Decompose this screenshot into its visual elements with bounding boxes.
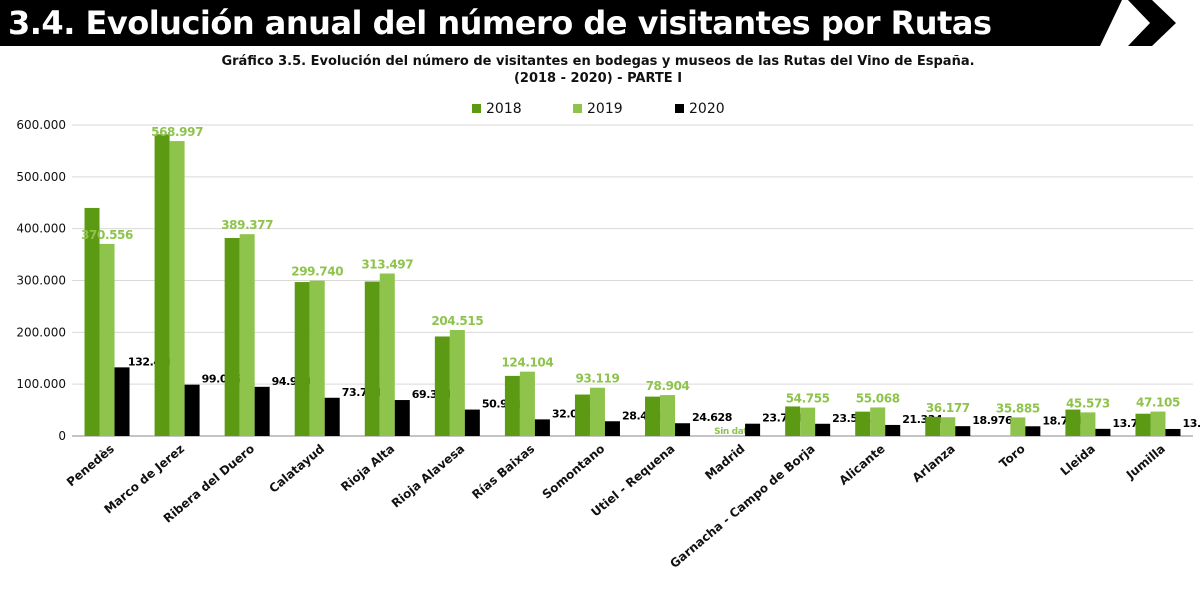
legend-swatch-2020 — [675, 104, 684, 113]
bar-2019 — [169, 141, 185, 436]
data-label-2019: 36.177 — [926, 401, 970, 415]
bar-2020 — [815, 423, 831, 436]
legend-label-2019: 2019 — [587, 101, 623, 117]
data-label-2019: 299.740 — [291, 265, 343, 279]
y-tick-label: 600.000 — [16, 118, 66, 132]
bar-2018 — [645, 396, 661, 436]
data-label-2019: 55.068 — [856, 391, 900, 405]
bar-2020 — [955, 426, 971, 436]
x-tick-label: Madrid — [702, 442, 747, 483]
data-label-2019: 78.904 — [646, 379, 690, 393]
bar-2020 — [534, 419, 550, 436]
bar-2019 — [870, 407, 886, 436]
data-label-2019: 389.377 — [221, 218, 273, 232]
data-label-2019: 54.755 — [786, 392, 830, 406]
chart-title-line2: (2018 - 2020) - PARTE I — [513, 71, 683, 86]
bar-2018 — [504, 375, 520, 436]
bar-2020 — [604, 421, 620, 436]
bar-2018 — [855, 411, 871, 436]
bar-2020 — [464, 409, 480, 436]
data-label-2019: 93.119 — [576, 372, 620, 386]
bar-2019 — [519, 371, 535, 436]
data-label-2020: 13.567 — [1182, 417, 1200, 430]
bar-2019 — [589, 387, 605, 436]
bar-2019 — [1010, 417, 1026, 436]
bar-2019 — [379, 273, 395, 436]
bar-2019 — [660, 395, 676, 436]
bar-2019 — [940, 417, 956, 436]
data-label-2019: 204.515 — [431, 314, 483, 328]
data-label-2019: 313.497 — [361, 258, 413, 272]
x-tick-label: Calatayud — [266, 442, 327, 496]
x-tick-label: Garnacha - Campo de Borja — [667, 442, 817, 571]
banner-shape — [0, 0, 1176, 46]
x-tick-label: Somontano — [540, 442, 608, 502]
bar-2018 — [224, 237, 240, 436]
legend-label-2018: 2018 — [486, 101, 522, 117]
x-tick-label: Lleida — [1058, 442, 1098, 479]
bar-2018 — [84, 207, 100, 436]
bar-2018 — [925, 416, 941, 436]
data-label-2019: 124.104 — [501, 356, 553, 370]
y-tick-label: 400.000 — [16, 222, 66, 236]
y-tick-label: 0 — [58, 429, 66, 443]
y-tick-label: 300.000 — [16, 274, 66, 288]
section-banner: 3.4. Evolución anual del número de visit… — [0, 0, 1200, 46]
bar-2019 — [449, 329, 465, 436]
data-label-2019: 47.105 — [1136, 396, 1180, 410]
data-label-2018: Sin datos — [714, 427, 758, 437]
bar-2020 — [1025, 426, 1041, 436]
x-tick-label: Alicante — [836, 442, 887, 488]
chart-title-line1: Gráfico 3.5. Evolución del número de vis… — [221, 54, 975, 69]
legend-swatch-2018 — [472, 104, 481, 113]
chart-title: Gráfico 3.5. Evolución del número de vis… — [0, 53, 1196, 87]
bar-2018 — [364, 281, 380, 436]
bar-2018 — [294, 282, 310, 436]
section-title: 3.4. Evolución anual del número de visit… — [8, 4, 992, 42]
bar-2018 — [434, 336, 450, 436]
y-tick-label: 100.000 — [16, 377, 66, 391]
bar-2019 — [99, 243, 115, 436]
bar-2019 — [309, 280, 325, 436]
bar-2018 — [1065, 409, 1081, 436]
legend-label-2020: 2020 — [689, 101, 725, 117]
data-label-2020: 24.628 — [692, 411, 732, 424]
bar-2020 — [394, 400, 410, 436]
bar-2019 — [1150, 411, 1166, 436]
data-label-2019: 35.885 — [996, 401, 1040, 415]
x-tick-label: Penedès — [64, 442, 117, 490]
bar-2020 — [114, 367, 130, 436]
bar-2020 — [745, 423, 761, 436]
bar-2019 — [1080, 412, 1096, 436]
bar-2018 — [154, 134, 170, 436]
data-label-2019: 370.556 — [81, 228, 133, 242]
data-label-2019: 45.573 — [1066, 396, 1110, 410]
bar-2019 — [239, 234, 255, 436]
y-tick-label: 500.000 — [16, 170, 66, 184]
x-tick-label: Rioja Alavesa — [389, 442, 467, 511]
legend-swatch-2019 — [573, 104, 582, 113]
bar-2020 — [885, 424, 901, 436]
x-tick-label: Toro — [997, 442, 1028, 471]
data-label-2019: 568.997 — [151, 125, 203, 139]
x-tick-label: Rioja Alta — [338, 442, 397, 495]
bar-2020 — [324, 397, 340, 436]
bar-2018 — [785, 406, 801, 436]
bar-2018 — [574, 394, 590, 436]
bar-2019 — [800, 407, 816, 436]
x-tick-label: Rías Baixas — [469, 442, 537, 502]
bar-2020 — [254, 386, 270, 436]
x-tick-label: Arlanza — [910, 442, 958, 486]
chevron-right-icon — [1128, 0, 1176, 46]
bar-2020 — [1165, 428, 1181, 436]
y-tick-label: 200.000 — [16, 325, 66, 339]
bar-2020 — [1095, 428, 1111, 436]
bar-2020 — [184, 384, 200, 436]
bar-2018 — [1135, 413, 1151, 436]
bar-2020 — [675, 423, 691, 436]
data-label-2020: 18.976 — [972, 414, 1013, 427]
x-tick-label: Jumilla — [1123, 442, 1168, 483]
